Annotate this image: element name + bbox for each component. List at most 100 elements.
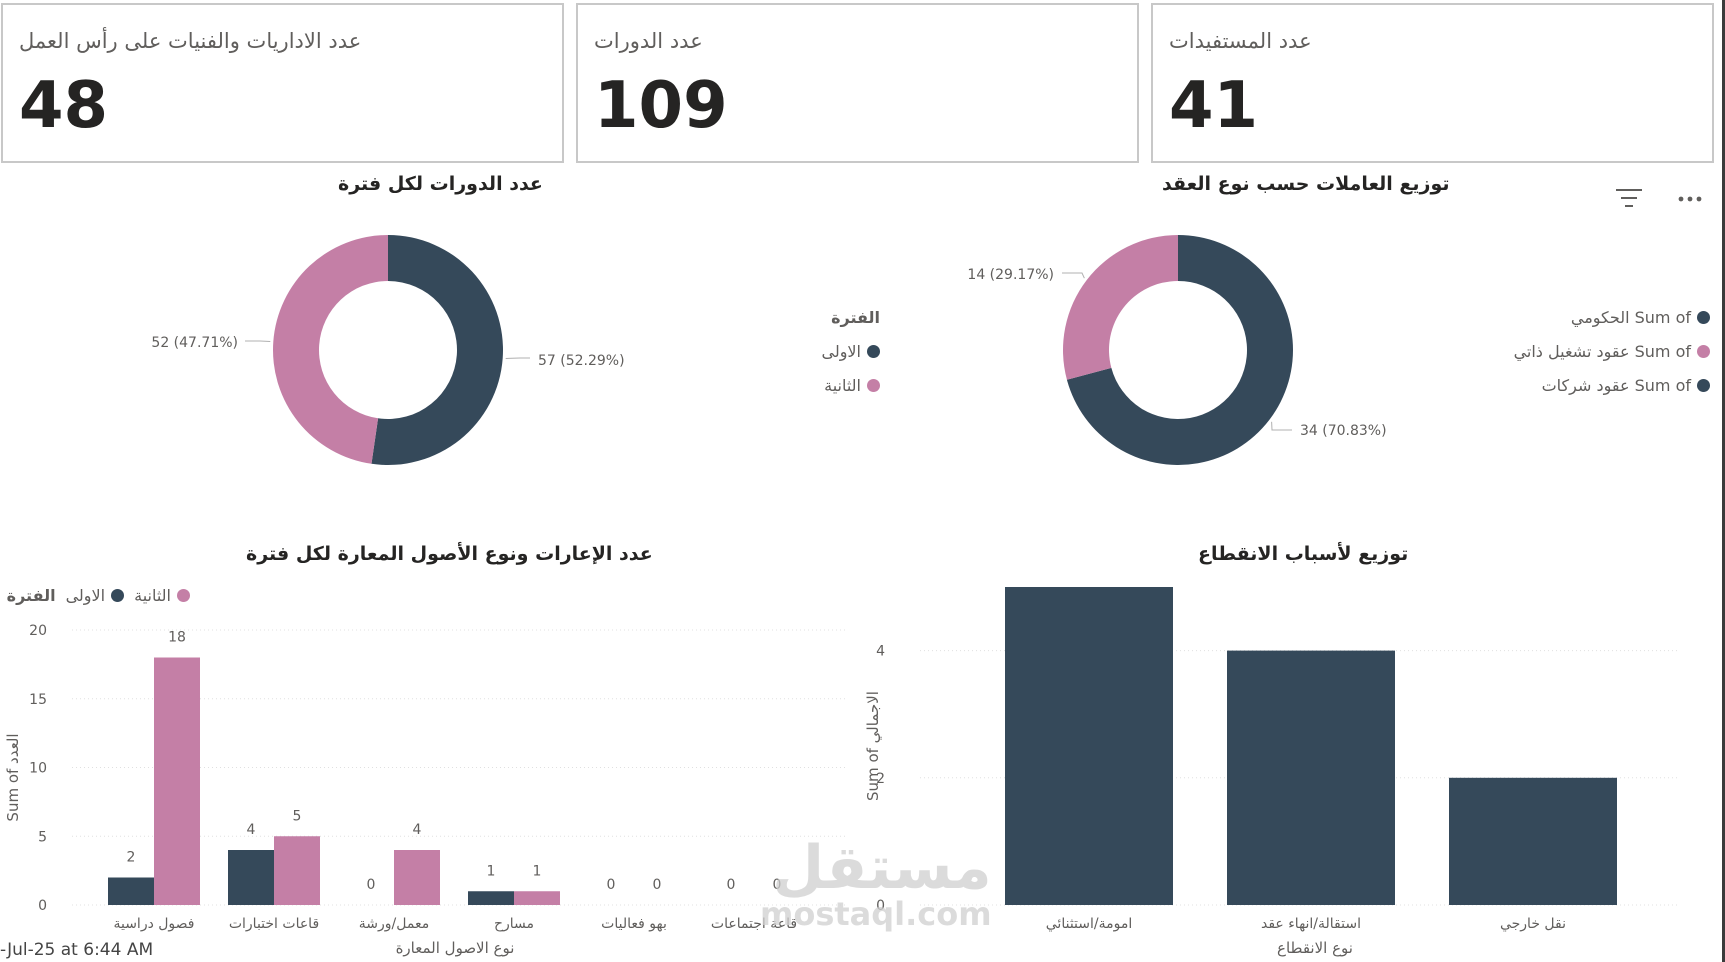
bar[interactable] xyxy=(1227,650,1395,905)
watermark: مستقل mostaql.com xyxy=(760,838,992,930)
kpi-card-courses[interactable]: عدد الدورات 109 xyxy=(576,3,1139,163)
data-label-leader-line xyxy=(1062,272,1085,279)
data-label-leader-line xyxy=(245,340,271,343)
y-tick-label: 2 xyxy=(876,771,885,787)
bar[interactable] xyxy=(108,877,154,906)
legend-label: Sum of عقود تشغيل ذاتي xyxy=(1513,341,1691,361)
y-tick-label: 0 xyxy=(876,898,885,914)
legend-dot-icon xyxy=(1697,344,1710,358)
x-tick-label: معمل/ورشة xyxy=(359,916,429,932)
filter-icon[interactable] xyxy=(1614,186,1644,216)
bar[interactable] xyxy=(154,657,200,906)
legend-courses-per-period: الفترة الاولى الثانية xyxy=(760,300,880,402)
chart-title-workers-by-contract: توزيع العاملات حسب نوع العقد xyxy=(1162,173,1450,195)
y-axis-title: Sum of العدد xyxy=(4,733,22,821)
bar-data-label: 0 xyxy=(653,877,662,893)
x-tick-label: فصول دراسية xyxy=(113,916,194,932)
kpi-label: عدد المستفيدات xyxy=(1169,29,1312,53)
chart-title-courses-per-period: عدد الدورات لكل فترة xyxy=(338,173,543,195)
legend-dot-icon xyxy=(1697,310,1710,324)
bar[interactable] xyxy=(1005,587,1173,905)
y-tick-label: 15 xyxy=(29,692,47,708)
legend-dot-icon xyxy=(867,344,880,358)
donut-data-label: 34 (70.83%) xyxy=(1300,423,1387,439)
chart-title-dropout-reasons: توزيع لأسباب الانقطاع xyxy=(1198,543,1409,565)
legend-loans-by-asset: الثانية الاولى الفترة xyxy=(0,578,190,612)
donut-chart-courses-per-period[interactable]: 57 (52.29%) 52 (47.71%) xyxy=(0,200,720,500)
legend-item-second[interactable]: الثانية xyxy=(134,578,190,612)
donut-slice[interactable] xyxy=(1066,235,1293,465)
bar[interactable] xyxy=(274,836,320,905)
x-tick-label: قاعات اختبارات xyxy=(229,916,319,932)
legend-title: الفترة xyxy=(831,307,880,327)
bar-data-label: 2 xyxy=(127,850,136,866)
legend-label: الاولى xyxy=(821,341,861,361)
chart-title-loans-by-asset: عدد الإعارات ونوع الأصول المعارة لكل فتر… xyxy=(246,543,653,565)
watermark-arabic: مستقل xyxy=(772,833,992,903)
bar-data-label: 1 xyxy=(533,863,542,879)
y-axis-title: Sum of الاجمالي xyxy=(864,691,883,801)
legend-item-self-operation[interactable]: Sum of عقود تشغيل ذاتي xyxy=(1480,334,1710,368)
legend-item-companies[interactable]: Sum of عقود شركات xyxy=(1480,368,1710,402)
x-tick-label: بهو فعاليات xyxy=(601,916,667,932)
bar[interactable] xyxy=(394,850,440,905)
legend-label: الثانية xyxy=(824,375,861,395)
more-options-icon[interactable] xyxy=(1676,183,1706,213)
legend-label: Sum of عقود شركات xyxy=(1541,375,1691,395)
donut-data-label: 52 (47.71%) xyxy=(151,335,238,351)
bar[interactable] xyxy=(468,891,514,905)
donut-data-label: 14 (29.17%) xyxy=(967,267,1054,283)
bar-data-label: 1 xyxy=(487,863,496,879)
kpi-card-staff[interactable]: عدد الاداريات والفنيات على رأس العمل 48 xyxy=(1,3,564,163)
kpi-label: عدد الاداريات والفنيات على رأس العمل xyxy=(19,29,362,53)
legend-item-first[interactable]: الاولى xyxy=(760,334,880,368)
bar-data-label: 0 xyxy=(773,877,782,893)
y-tick-label: 10 xyxy=(29,761,47,777)
bar[interactable] xyxy=(228,850,274,905)
y-tick-label: 20 xyxy=(29,623,47,639)
legend-workers-by-contract: Sum of الحكومي Sum of عقود تشغيل ذاتي Su… xyxy=(1480,300,1710,402)
bar[interactable] xyxy=(1449,777,1617,905)
legend-title: الفترة xyxy=(6,585,56,605)
legend-label: Sum of الحكومي xyxy=(1570,307,1691,327)
bar-data-label: 0 xyxy=(727,877,736,893)
legend-label: الثانية xyxy=(134,585,171,605)
donut-chart-workers-by-contract[interactable]: 34 (70.83%) 14 (29.17%) xyxy=(900,200,1400,500)
kpi-label: عدد الدورات xyxy=(594,29,703,53)
legend-dot-icon xyxy=(177,588,190,602)
data-label-leader-line xyxy=(1271,421,1292,431)
bar-data-label: 0 xyxy=(607,877,616,893)
kpi-value: 109 xyxy=(594,69,728,143)
bar-data-label: 5 xyxy=(293,808,302,824)
bar-data-label: 4 xyxy=(413,822,422,838)
bar-data-label: 0 xyxy=(367,877,376,893)
bar-data-label: 18 xyxy=(168,630,186,646)
donut-data-label: 57 (52.29%) xyxy=(538,353,625,369)
y-tick-label: 0 xyxy=(38,898,47,914)
kpi-card-beneficiaries[interactable]: عدد المستفيدات 41 xyxy=(1151,3,1714,163)
x-tick-label: امومة/استثنائي xyxy=(1046,916,1132,932)
x-tick-label: استقالة/انهاء عقد xyxy=(1261,916,1361,932)
bar-chart-dropout-reasons[interactable]: 0 2 4 امومة/استثنائي استقالة/انهاء عقد نقل خا… xyxy=(860,560,1720,962)
donut-slice[interactable] xyxy=(371,235,504,465)
bar-data-label: 4 xyxy=(247,822,256,838)
legend-item-first[interactable]: الاولى xyxy=(66,578,125,612)
legend-item-government[interactable]: Sum of الحكومي xyxy=(1480,300,1710,334)
footer-timestamp: -Jul-25 at 6:44 AM xyxy=(0,940,154,960)
x-tick-label: مسارح xyxy=(494,916,534,932)
x-tick-label: نقل خارجي xyxy=(1500,916,1566,932)
legend-item-second[interactable]: الثانية xyxy=(760,368,880,402)
window-edge-divider xyxy=(1722,0,1725,962)
y-tick-label: 5 xyxy=(38,829,47,845)
bar[interactable] xyxy=(514,891,560,905)
x-axis-title: نوع الاصول المعارة xyxy=(396,939,515,957)
y-tick-label: 4 xyxy=(876,644,885,660)
watermark-latin: mostaql.com xyxy=(760,895,992,933)
legend-label: الاولى xyxy=(65,585,106,605)
x-axis-title: نوع الانقطاع xyxy=(1277,939,1353,957)
kpi-value: 48 xyxy=(19,69,109,143)
donut-slice[interactable] xyxy=(1063,235,1178,380)
legend-dot-icon xyxy=(1697,378,1710,392)
donut-slice[interactable] xyxy=(273,235,388,464)
